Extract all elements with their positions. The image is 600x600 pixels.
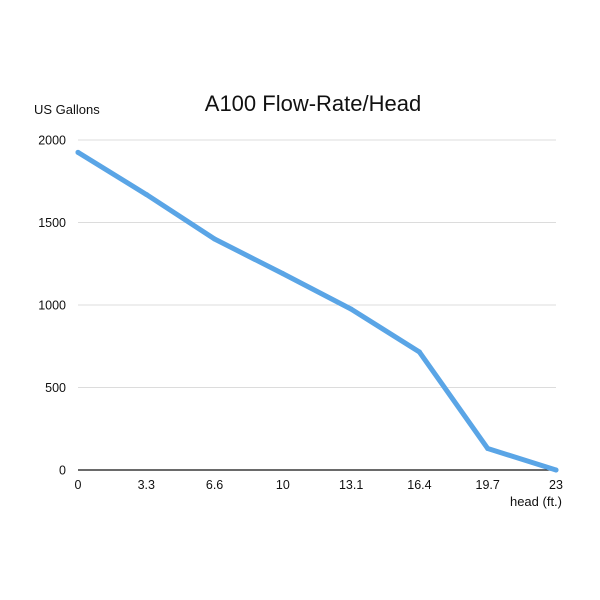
data-point xyxy=(553,467,559,473)
series-line xyxy=(75,149,559,473)
x-tick-label: 3.3 xyxy=(138,478,155,492)
x-tick-label: 0 xyxy=(75,478,82,492)
gridlines xyxy=(78,139,556,388)
x-tick-label: 13.1 xyxy=(339,478,363,492)
x-tick-labels: 0 3.3 6.6 10 13.1 16.4 19.7 23 xyxy=(75,478,563,492)
data-point xyxy=(143,191,149,197)
x-tick-label: 6.6 xyxy=(206,478,223,492)
x-tick-label: 19.7 xyxy=(476,478,500,492)
series-layer xyxy=(75,149,559,473)
data-point xyxy=(348,306,354,312)
y-tick-label: 1500 xyxy=(38,216,66,230)
y-tick-label: 0 xyxy=(59,464,66,478)
y-tick-labels: 0 500 1000 1500 2000 xyxy=(38,134,66,478)
data-point xyxy=(280,271,286,277)
y-tick-label: 2000 xyxy=(38,134,66,148)
data-point xyxy=(212,236,218,242)
x-tick-label: 16.4 xyxy=(407,478,431,492)
data-point xyxy=(485,446,491,452)
data-point xyxy=(416,349,422,355)
x-tick-label: 23 xyxy=(549,478,563,492)
y-tick-label: 500 xyxy=(45,381,66,395)
chart-title: A100 Flow-Rate/Head xyxy=(205,91,421,116)
data-point xyxy=(75,149,81,155)
y-tick-label: 1000 xyxy=(38,299,66,313)
y-axis-label: US Gallons xyxy=(34,102,100,117)
x-axis-label: head (ft.) xyxy=(510,494,562,509)
x-tick-label: 10 xyxy=(276,478,290,492)
